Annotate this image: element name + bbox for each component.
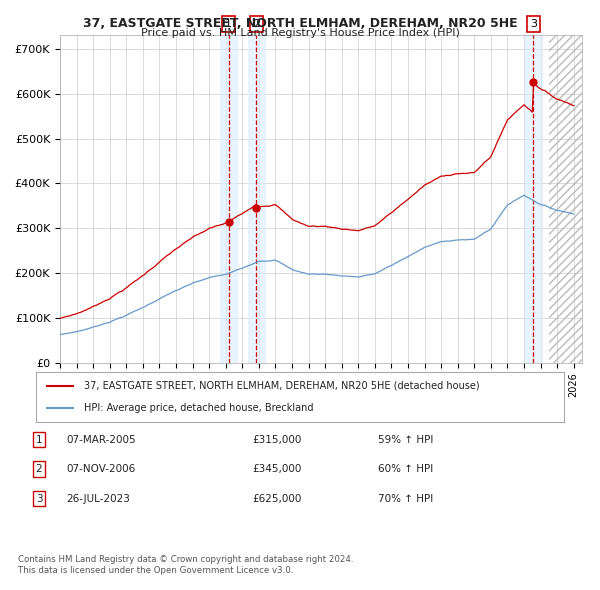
Text: 37, EASTGATE STREET, NORTH ELMHAM, DEREHAM, NR20 5HE (detached house): 37, EASTGATE STREET, NORTH ELMHAM, DEREH…	[83, 381, 479, 391]
Text: 3: 3	[530, 19, 537, 29]
Text: £315,000: £315,000	[252, 435, 301, 444]
Text: 07-MAR-2005: 07-MAR-2005	[66, 435, 136, 444]
Text: 1: 1	[35, 435, 43, 444]
Bar	[549, 35, 582, 363]
Bar	[525, 35, 542, 363]
Bar	[220, 35, 237, 363]
Text: 59% ↑ HPI: 59% ↑ HPI	[378, 435, 433, 444]
Text: 3: 3	[35, 494, 43, 503]
Text: 1: 1	[225, 19, 232, 29]
Text: 26-JUL-2023: 26-JUL-2023	[66, 494, 130, 503]
Text: £625,000: £625,000	[252, 494, 301, 503]
Text: £345,000: £345,000	[252, 464, 301, 474]
Text: 60% ↑ HPI: 60% ↑ HPI	[378, 464, 433, 474]
Text: This data is licensed under the Open Government Licence v3.0.: This data is licensed under the Open Gov…	[18, 566, 293, 575]
Text: Contains HM Land Registry data © Crown copyright and database right 2024.: Contains HM Land Registry data © Crown c…	[18, 555, 353, 563]
Text: 37, EASTGATE STREET, NORTH ELMHAM, DEREHAM, NR20 5HE: 37, EASTGATE STREET, NORTH ELMHAM, DEREH…	[83, 17, 517, 30]
Bar	[549, 35, 582, 363]
Text: 2: 2	[35, 464, 43, 474]
Bar	[248, 35, 265, 363]
Text: 70% ↑ HPI: 70% ↑ HPI	[378, 494, 433, 503]
Text: 07-NOV-2006: 07-NOV-2006	[66, 464, 135, 474]
Text: 2: 2	[253, 19, 260, 29]
Text: HPI: Average price, detached house, Breckland: HPI: Average price, detached house, Brec…	[83, 403, 313, 413]
Text: Price paid vs. HM Land Registry's House Price Index (HPI): Price paid vs. HM Land Registry's House …	[140, 28, 460, 38]
